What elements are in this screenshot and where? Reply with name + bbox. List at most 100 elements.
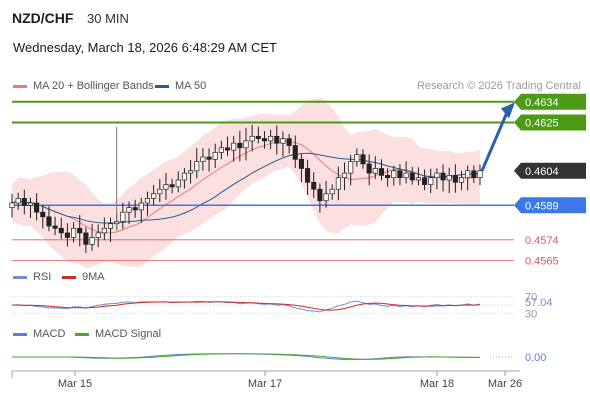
macd-panel: 0.00 xyxy=(12,352,546,364)
candle-body xyxy=(138,202,144,211)
candle-body xyxy=(95,232,101,238)
price-level-label: 0.4634 xyxy=(525,97,559,109)
candle-body xyxy=(305,168,311,183)
candle-body xyxy=(144,198,151,204)
candle-body xyxy=(64,232,70,238)
candle-body xyxy=(434,172,440,179)
time-axis: Mar 15 Mar 17 Mar 18 Mar 26 xyxy=(11,370,522,390)
candle-body xyxy=(348,161,354,174)
candle-body xyxy=(274,135,280,144)
macd-signal-legend-label: MACD Signal xyxy=(95,328,162,340)
candle-body xyxy=(372,168,378,174)
candle-body xyxy=(268,135,274,142)
candle-body xyxy=(200,156,206,162)
price-level-tag xyxy=(514,93,586,110)
candle-body xyxy=(440,172,446,181)
candle-body xyxy=(446,175,452,181)
candle-body xyxy=(403,172,409,179)
candle-body xyxy=(243,140,249,149)
candle-body xyxy=(385,175,391,179)
candle-body xyxy=(175,179,181,188)
price-level-label: 0.4565 xyxy=(525,256,559,268)
candle-body xyxy=(298,158,304,169)
candle-body xyxy=(292,145,298,160)
rsi-legend-label: RSI xyxy=(33,271,52,283)
rsi-ma-legend-label: 9MA xyxy=(82,271,105,283)
candle-body xyxy=(224,147,231,151)
ma20-legend-label: MA 20 + Bollinger Bands xyxy=(33,80,154,92)
candle-body xyxy=(77,227,83,234)
candle-body xyxy=(40,211,46,218)
pair-title: NZD/CHF xyxy=(12,10,74,26)
candle-body xyxy=(341,172,348,179)
legend-macd: MACD xyxy=(13,328,65,340)
candle-body xyxy=(428,177,434,185)
candle-body xyxy=(58,227,64,234)
candle-body xyxy=(317,188,323,202)
legend-rsi: RSI xyxy=(13,271,51,283)
rsi-ma-line xyxy=(11,301,481,311)
price-level-label: 0.4589 xyxy=(525,200,559,212)
candle-body xyxy=(378,168,385,176)
time-tick-label: Mar 15 xyxy=(58,378,92,390)
candle-body xyxy=(89,237,95,245)
candle-body xyxy=(163,184,169,190)
candle-body xyxy=(101,227,107,234)
price-levels: 0.4634 0.4625 0.4604 0.4589 0.4574 0.4565 xyxy=(12,93,586,268)
candle-body xyxy=(360,154,366,165)
candle-body xyxy=(21,198,27,206)
candle-body xyxy=(132,207,138,211)
macd-current-label: 0.00 xyxy=(525,352,546,364)
time-tick-label: Mar 26 xyxy=(488,378,522,390)
rsi-level-label: 30 xyxy=(525,309,537,321)
candle-body xyxy=(323,193,329,202)
forecast-arrow-head xyxy=(501,102,515,119)
candle-body xyxy=(354,154,360,162)
macd-signal-swatch xyxy=(75,332,89,336)
candle-body xyxy=(391,170,397,179)
candle-body xyxy=(218,147,224,153)
candle-body xyxy=(231,142,237,151)
legend-ma50: MA 50 xyxy=(155,80,206,92)
forecast-arrow-line xyxy=(480,111,509,172)
price-level-tag xyxy=(514,114,586,131)
price-level-label: 0.4604 xyxy=(525,166,559,178)
ma20-swatch xyxy=(13,84,27,88)
rsi-ma-swatch xyxy=(62,275,76,279)
candle-body xyxy=(255,135,261,139)
ma50-legend-label: MA 50 xyxy=(175,80,207,92)
candle-body xyxy=(120,211,126,222)
ma50-line xyxy=(11,152,481,224)
candle-body xyxy=(477,170,483,179)
timeframe-label: 30 MIN xyxy=(87,11,129,26)
price-level-tag xyxy=(514,197,586,214)
candle-body xyxy=(52,225,58,229)
rsi-level-label: 70 xyxy=(525,292,537,304)
candle-body xyxy=(397,170,403,179)
candle-body xyxy=(335,177,341,190)
macd-signal-line xyxy=(12,353,481,360)
candle-body xyxy=(194,161,200,172)
price-level-label: 0.4625 xyxy=(525,118,559,130)
macd-swatch xyxy=(13,332,27,336)
research-credit: Research © 2026 Trading Central xyxy=(416,80,581,92)
candle-body xyxy=(9,202,15,208)
candle-body xyxy=(286,138,292,146)
candle-body xyxy=(15,198,21,204)
candle-body xyxy=(188,170,194,174)
candle-body xyxy=(27,202,34,206)
candle-body xyxy=(169,184,175,188)
rsi-current-label: 57.04 xyxy=(525,297,553,309)
candle-body xyxy=(261,138,268,142)
legend-ma20: MA 20 + Bollinger Bands xyxy=(13,80,154,92)
candle-body xyxy=(71,227,77,238)
candle-body xyxy=(181,172,187,181)
candle-body xyxy=(471,170,477,179)
legend-macd-signal: MACD Signal xyxy=(75,328,161,340)
candle-body xyxy=(249,135,255,142)
candle-body xyxy=(157,188,163,195)
ma50-swatch xyxy=(155,84,169,88)
candle-body xyxy=(452,175,458,183)
